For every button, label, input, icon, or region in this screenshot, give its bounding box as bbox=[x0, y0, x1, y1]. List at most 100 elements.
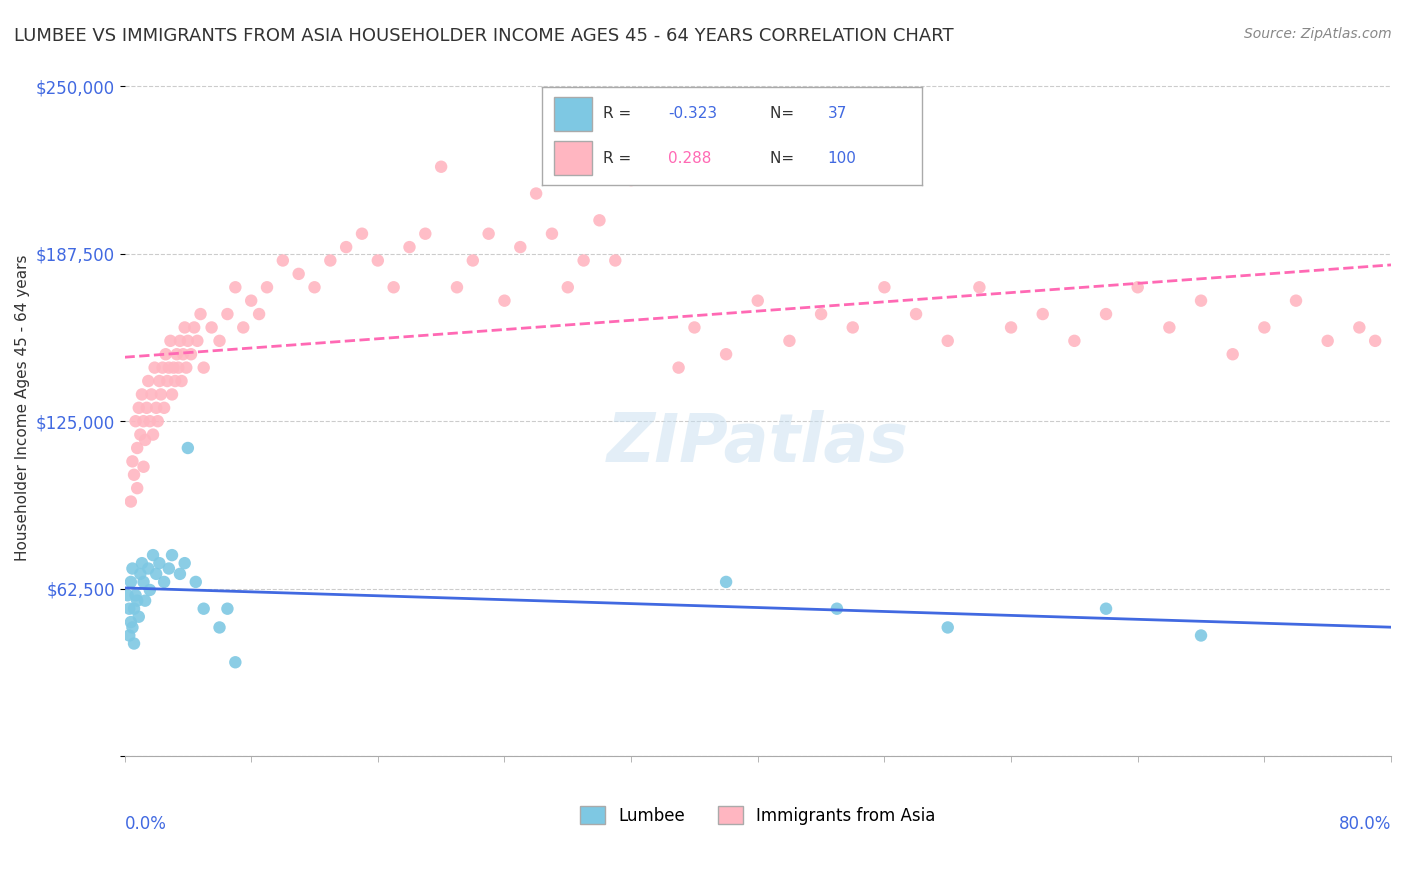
Point bbox=[141, 387, 163, 401]
Point bbox=[174, 360, 197, 375]
Point bbox=[142, 427, 165, 442]
Point bbox=[494, 293, 516, 308]
Point bbox=[200, 320, 222, 334]
Point bbox=[143, 360, 166, 375]
Point bbox=[129, 427, 152, 442]
Point bbox=[304, 280, 326, 294]
Point bbox=[156, 374, 179, 388]
Point bbox=[118, 601, 141, 615]
Point bbox=[153, 574, 176, 589]
Point bbox=[159, 334, 181, 348]
Point bbox=[1126, 280, 1149, 294]
Point bbox=[139, 414, 162, 428]
Point bbox=[1000, 320, 1022, 334]
Point bbox=[446, 280, 468, 294]
Point bbox=[461, 253, 484, 268]
Point bbox=[1032, 307, 1054, 321]
Point bbox=[139, 582, 162, 597]
Text: LUMBEE VS IMMIGRANTS FROM ASIA HOUSEHOLDER INCOME AGES 45 - 64 YEARS CORRELATION: LUMBEE VS IMMIGRANTS FROM ASIA HOUSEHOLD… bbox=[14, 27, 953, 45]
Point bbox=[165, 374, 187, 388]
Point bbox=[478, 227, 501, 241]
Point bbox=[873, 280, 896, 294]
Point bbox=[247, 307, 270, 321]
Point bbox=[588, 213, 610, 227]
Legend: Lumbee, Immigrants from Asia: Lumbee, Immigrants from Asia bbox=[574, 800, 942, 831]
Point bbox=[136, 561, 159, 575]
Point bbox=[134, 593, 156, 607]
Point bbox=[124, 588, 146, 602]
Point bbox=[157, 360, 180, 375]
Point bbox=[1348, 320, 1371, 334]
Point bbox=[367, 253, 389, 268]
Point bbox=[121, 620, 143, 634]
Point bbox=[160, 548, 183, 562]
Point bbox=[683, 320, 706, 334]
Point bbox=[172, 347, 194, 361]
Point bbox=[842, 320, 865, 334]
Point bbox=[335, 240, 357, 254]
Point bbox=[134, 433, 156, 447]
Point bbox=[142, 548, 165, 562]
Point bbox=[184, 574, 207, 589]
Point bbox=[413, 227, 436, 241]
Point bbox=[193, 360, 215, 375]
Point bbox=[430, 160, 453, 174]
Point bbox=[1285, 293, 1308, 308]
Point bbox=[1095, 601, 1118, 615]
Point bbox=[135, 401, 157, 415]
Point bbox=[170, 374, 193, 388]
Point bbox=[127, 593, 149, 607]
Point bbox=[1364, 334, 1386, 348]
Point bbox=[232, 320, 254, 334]
Point bbox=[190, 307, 212, 321]
Point bbox=[620, 173, 643, 187]
Point bbox=[825, 601, 848, 615]
Point bbox=[714, 347, 737, 361]
Y-axis label: Householder Income Ages 45 - 64 years: Householder Income Ages 45 - 64 years bbox=[15, 254, 30, 561]
Point bbox=[557, 280, 579, 294]
Point bbox=[193, 601, 215, 615]
Point bbox=[969, 280, 991, 294]
Point bbox=[121, 561, 143, 575]
Point bbox=[166, 347, 188, 361]
Point bbox=[256, 280, 278, 294]
Point bbox=[668, 360, 690, 375]
Point bbox=[208, 334, 231, 348]
Point bbox=[572, 253, 595, 268]
Point bbox=[1222, 347, 1244, 361]
Point bbox=[1095, 307, 1118, 321]
Point bbox=[177, 334, 200, 348]
Point bbox=[173, 556, 195, 570]
Point bbox=[1253, 320, 1275, 334]
Text: 0.0%: 0.0% bbox=[125, 815, 166, 833]
Point bbox=[287, 267, 309, 281]
Point bbox=[1159, 320, 1181, 334]
Point bbox=[127, 441, 149, 455]
Point bbox=[240, 293, 263, 308]
Point bbox=[217, 601, 239, 615]
Point bbox=[1189, 293, 1212, 308]
Point bbox=[905, 307, 928, 321]
Point bbox=[152, 360, 174, 375]
Point bbox=[128, 609, 150, 624]
Point bbox=[1189, 628, 1212, 642]
Point bbox=[169, 334, 191, 348]
Point bbox=[180, 347, 202, 361]
Point bbox=[747, 293, 769, 308]
Point bbox=[127, 481, 149, 495]
Point bbox=[120, 494, 142, 508]
Point bbox=[153, 401, 176, 415]
Point bbox=[136, 374, 159, 388]
Point bbox=[350, 227, 373, 241]
Point bbox=[120, 574, 142, 589]
Point bbox=[149, 387, 172, 401]
Point bbox=[605, 253, 627, 268]
Point bbox=[936, 620, 959, 634]
Point bbox=[132, 414, 155, 428]
Text: Source: ZipAtlas.com: Source: ZipAtlas.com bbox=[1244, 27, 1392, 41]
Point bbox=[319, 253, 342, 268]
Point bbox=[117, 588, 139, 602]
Point bbox=[398, 240, 420, 254]
Point bbox=[122, 601, 145, 615]
Point bbox=[810, 307, 832, 321]
